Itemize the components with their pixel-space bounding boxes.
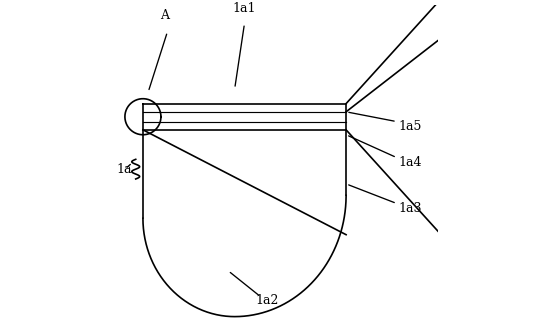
Text: 1a2: 1a2 [256,294,279,307]
Text: 1a: 1a [117,163,132,175]
Text: A: A [159,9,169,22]
Text: 1a5: 1a5 [398,120,422,133]
Text: 1a1: 1a1 [233,2,256,15]
Text: 1a3: 1a3 [398,202,422,215]
Text: 1a4: 1a4 [398,156,422,169]
